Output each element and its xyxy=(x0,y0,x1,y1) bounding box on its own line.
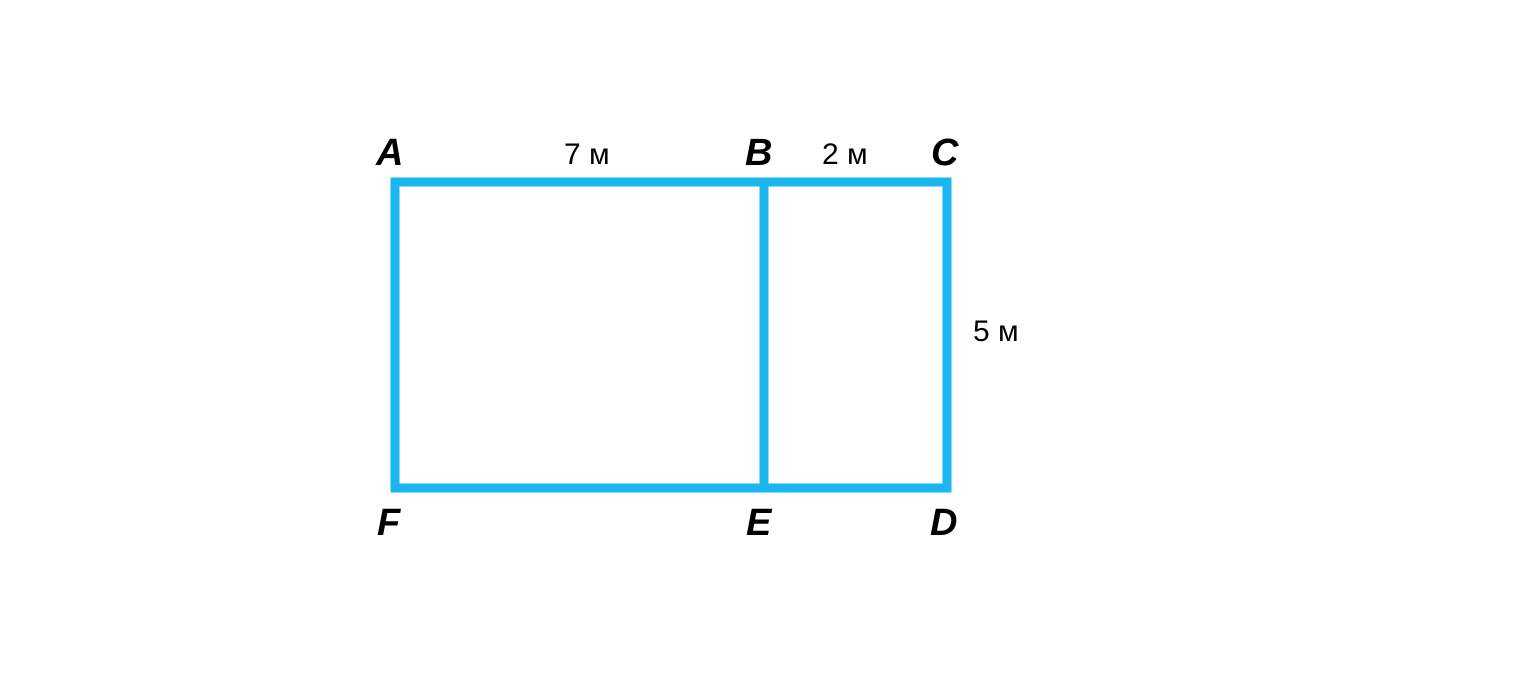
vertex-e-label: E xyxy=(746,502,770,545)
dimension-cd-label: 5 м xyxy=(973,315,1019,349)
vertex-c-label: C xyxy=(931,132,957,175)
vertex-b-label: B xyxy=(745,132,771,175)
rectangle-diagram-svg xyxy=(0,0,1536,684)
vertex-f-label: F xyxy=(377,502,399,545)
vertex-a-label: A xyxy=(376,132,402,175)
vertex-d-label: D xyxy=(930,502,956,545)
diagram-canvas: A B C D E F 7 м 2 м 5 м xyxy=(0,0,1536,684)
dimension-bc-label: 2 м xyxy=(822,138,868,172)
dimension-ab-label: 7 м xyxy=(564,138,610,172)
